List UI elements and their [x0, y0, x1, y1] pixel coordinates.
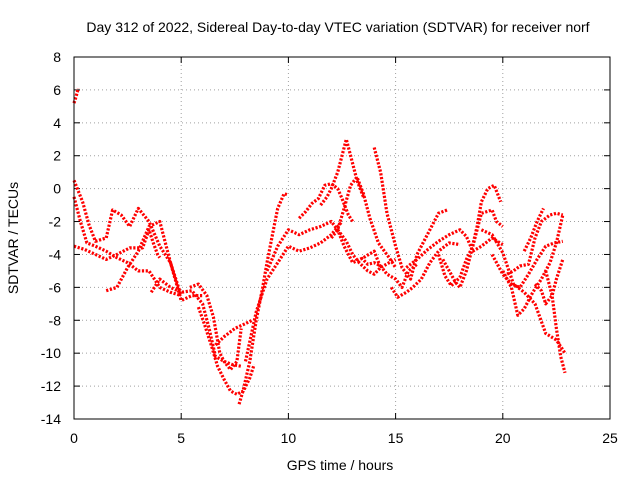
series-satellite-13	[319, 137, 365, 207]
y-tick-label: -6	[49, 279, 62, 295]
series-satellite-2	[72, 196, 182, 298]
x-tick-label: 15	[388, 430, 404, 446]
series-satellite-3	[72, 179, 183, 297]
y-axis-label: SDTVAR / TECUs	[5, 182, 21, 294]
series-satellite-8	[214, 318, 253, 347]
x-tick-label: 20	[495, 430, 511, 446]
x-tick-label: 10	[281, 430, 297, 446]
series-satellite-28	[522, 207, 545, 252]
y-tick-label: -2	[49, 214, 62, 230]
data-series	[72, 87, 567, 405]
y-tick-label: 2	[53, 148, 61, 164]
series-satellite-25	[506, 211, 564, 276]
series-satellite-27	[544, 270, 567, 374]
y-tick-label: 4	[53, 115, 61, 131]
y-tick-label: -10	[41, 345, 61, 361]
series-satellite-24	[501, 214, 565, 317]
series-satellite-16	[360, 256, 418, 289]
series-satellite-26	[533, 258, 565, 306]
x-axis-label: GPS time / hours	[287, 457, 394, 473]
axis-ticks: -14 -12 -10 -8 -6 -4 -2 0 2 4 6 8 0 5 10 15 20 25	[41, 49, 618, 446]
y-tick-label: 6	[53, 82, 61, 98]
y-tick-label: 8	[53, 49, 61, 65]
x-tick-label: 0	[70, 430, 78, 446]
y-tick-label: -12	[41, 378, 61, 394]
series-satellite-21	[441, 183, 503, 289]
y-tick-label: -4	[49, 246, 62, 262]
y-tick-label: -14	[41, 411, 61, 427]
series-satellite-7	[196, 306, 256, 396]
series-satellite-4	[105, 219, 203, 303]
series-satellite-10	[243, 220, 344, 362]
series-satellite-9	[237, 192, 289, 405]
x-tick-label: 5	[177, 430, 185, 446]
series-satellite-15	[336, 228, 397, 276]
series-satellite-14	[330, 175, 397, 269]
series-satellite-5	[149, 277, 242, 368]
series-satellite-23	[490, 239, 564, 289]
series-satellite-22	[480, 228, 567, 355]
series-satellite-17	[372, 147, 448, 281]
x-tick-label: 25	[602, 430, 618, 446]
chart-title: Day 312 of 2022, Sidereal Day-to-day VTE…	[86, 19, 589, 35]
y-tick-label: 0	[53, 181, 61, 197]
series-satellite-19	[405, 228, 504, 269]
series-satellite-1	[73, 228, 162, 261]
plot-frame	[73, 56, 611, 420]
series-satellite-29	[72, 87, 80, 104]
series-satellite-11	[265, 219, 383, 272]
y-tick-label: -8	[49, 312, 62, 328]
